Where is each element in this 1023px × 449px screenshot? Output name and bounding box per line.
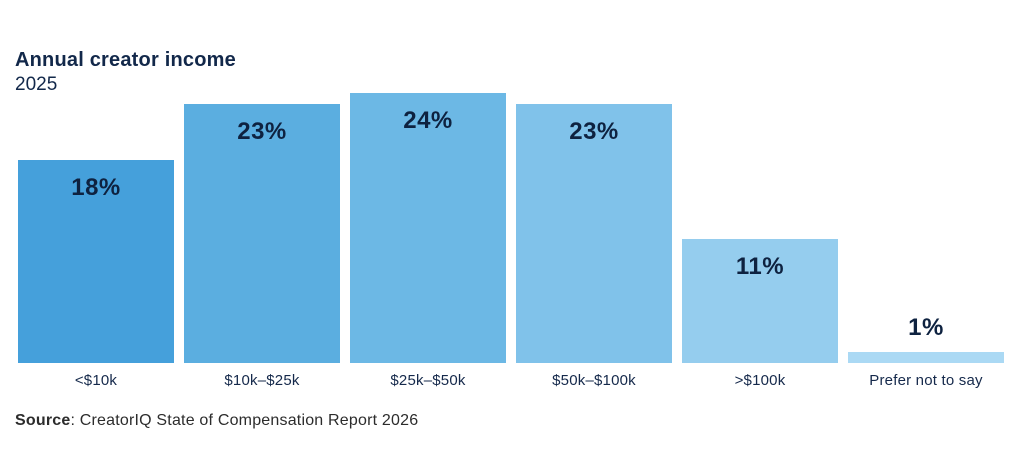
bar-series: 18% 23% 24% 23% 11% 1% — [18, 93, 1004, 363]
bar: 11% — [682, 239, 838, 363]
chart-subtitle: 2025 — [15, 74, 58, 95]
bar-category-label: $10k–$25k — [224, 372, 300, 389]
bar-column: 23% — [516, 93, 672, 363]
bar-category-label: >$100k — [734, 372, 786, 389]
bar-value-label: 23% — [237, 118, 287, 145]
chart-header: Annual creator income 2025 — [15, 48, 236, 98]
bar-value-label: 18% — [71, 174, 121, 201]
bar-value-label: 1% — [908, 314, 944, 341]
bar-value-label: 23% — [569, 118, 619, 145]
bar-value-label: 11% — [735, 253, 785, 280]
source-label: Source — [15, 412, 71, 429]
bar: 18% — [18, 160, 174, 363]
bar-column: 24% — [350, 93, 506, 363]
bar-column: 23% — [184, 93, 340, 363]
source-citation: Source: CreatorIQ State of Compensation … — [15, 412, 418, 430]
bar-category-label: $50k–$100k — [552, 372, 636, 389]
bar: 23% — [516, 104, 672, 363]
bar-category-label: Prefer not to say — [869, 372, 983, 389]
chart-title: Annual creator income — [15, 49, 236, 71]
bar-category-label: <$10k — [74, 372, 118, 389]
bar: 1% — [848, 314, 1004, 363]
source-text: : CreatorIQ State of Compensation Report… — [70, 412, 419, 429]
bar-value-label: 24% — [403, 107, 453, 134]
category-axis: <$10k $10k–$25k $25k–$50k $50k–$100k >$100k P… — [18, 372, 1004, 389]
bar: 24% — [350, 93, 506, 363]
bar-chart-plot: 18% 23% 24% 23% 11% 1% <$10k $10k–$25k $25k–$50… — [18, 93, 1004, 389]
bar-category-label: $25k–$50k — [390, 372, 466, 389]
bar: 23% — [184, 104, 340, 363]
bar-column: 11% — [682, 93, 838, 363]
bar-column: 18% — [18, 93, 174, 363]
bar-column: 1% — [848, 93, 1004, 363]
